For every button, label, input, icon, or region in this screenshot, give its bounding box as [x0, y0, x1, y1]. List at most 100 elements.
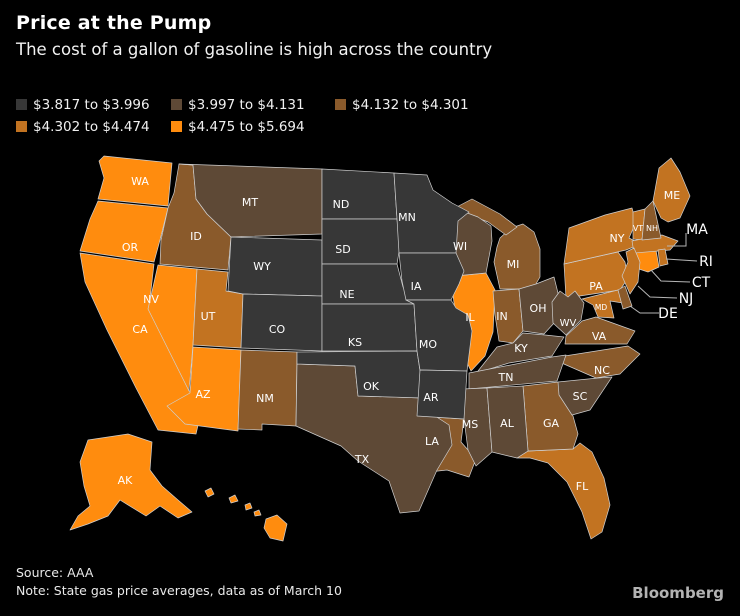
state-label-WV: WV: [560, 318, 577, 329]
leader-line: [650, 269, 691, 283]
state-label-MS: MS: [462, 418, 478, 431]
state-label-ME: ME: [664, 189, 680, 202]
chart-title: Price at the Pump: [16, 12, 212, 34]
state-label-KS: KS: [348, 336, 362, 349]
state-label-NY: NY: [610, 232, 625, 245]
legend-label-5: $4.475 to $5.694: [188, 118, 305, 135]
state-label-WI: WI: [453, 240, 467, 253]
state-HI: [263, 514, 288, 542]
legend-item-2: $3.997 to $4.131: [171, 96, 305, 113]
state-label-IN: IN: [496, 310, 507, 323]
state-NH: [641, 200, 662, 241]
leader-line: [637, 285, 678, 299]
state-WY: [227, 236, 323, 297]
state-NV: [147, 264, 198, 392]
state-label-OK: OK: [363, 380, 380, 393]
state-label-AZ: AZ: [195, 388, 211, 401]
legend-label-2: $3.997 to $4.131: [188, 96, 305, 113]
state-label-WY: WY: [253, 260, 271, 273]
legend-swatch-5: [171, 121, 182, 132]
state-label-MN: MN: [398, 211, 416, 224]
state-NJ: [621, 247, 641, 295]
state-label-WA: WA: [131, 175, 149, 188]
state-label-ND: ND: [333, 198, 350, 211]
state-NM: [237, 349, 298, 431]
state-label-AL: AL: [500, 417, 515, 430]
state-label-MA: MA: [686, 222, 708, 238]
state-WA: [97, 155, 173, 207]
state-label-ID: ID: [190, 230, 202, 243]
state-label-MD: MD: [595, 303, 607, 312]
state-label-AR: AR: [423, 391, 439, 404]
legend-item-4: $4.302 to $4.474: [16, 118, 150, 135]
state-HI: [228, 494, 239, 504]
state-label-AK: AK: [118, 474, 134, 487]
state-label-IL: IL: [465, 311, 475, 324]
state-AR: [416, 369, 468, 420]
state-label-FL: FL: [576, 480, 589, 493]
legend-swatch-3: [335, 99, 346, 110]
state-label-TX: TX: [354, 453, 370, 466]
state-label-NM: NM: [256, 392, 274, 405]
state-ME: [652, 157, 691, 223]
state-HI: [244, 502, 253, 511]
legend-label-4: $4.302 to $4.474: [33, 118, 150, 135]
legend-swatch-1: [16, 99, 27, 110]
state-label-KY: KY: [514, 342, 528, 355]
state-HI: [253, 509, 262, 517]
state-FL: [516, 442, 611, 540]
state-label-CO: CO: [269, 323, 286, 336]
legend-item-1: $3.817 to $3.996: [16, 97, 150, 113]
legend-swatch-4: [16, 121, 27, 132]
state-label-NH: NH: [646, 224, 658, 233]
state-label-SD: SD: [335, 243, 350, 256]
state-MI: [493, 223, 541, 290]
state-RI: [657, 248, 669, 267]
state-NE: [321, 263, 415, 305]
legend-item-3: $4.132 to $4.301: [335, 96, 469, 113]
state-label-OH: OH: [530, 302, 547, 315]
note-line: Note: State gas price averages, data as …: [16, 583, 342, 598]
state-HI: [204, 487, 215, 498]
state-label-CA: CA: [132, 323, 148, 336]
state-label-CT: CT: [692, 275, 711, 291]
state-label-MO: MO: [419, 338, 437, 351]
state-AK: [69, 433, 193, 531]
state-IA: [398, 252, 465, 301]
state-MO: [405, 299, 473, 372]
leader-line: [665, 258, 698, 262]
state-WV: [551, 290, 585, 336]
state-label-LA: LA: [425, 435, 439, 448]
state-TN: [468, 354, 567, 390]
state-label-UT: UT: [201, 310, 216, 323]
state-label-GA: GA: [543, 417, 560, 430]
state-label-TN: TN: [498, 371, 514, 384]
legend-label-3: $4.132 to $4.301: [352, 96, 469, 113]
bloomberg-logo: Bloomberg: [632, 584, 724, 602]
state-AL: [486, 385, 529, 459]
state-VA: [564, 316, 636, 345]
source-line: Source: AAA: [16, 565, 94, 580]
state-MN: [393, 172, 470, 254]
state-label-NC: NC: [594, 364, 610, 377]
state-label-RI: RI: [699, 254, 713, 270]
leader-line: [667, 233, 687, 247]
state-label-IA: IA: [411, 280, 422, 293]
state-label-NV: NV: [143, 293, 159, 306]
state-label-DE: DE: [658, 306, 678, 322]
state-DE: [617, 285, 633, 310]
state-label-NE: NE: [339, 288, 354, 301]
state-NY: [563, 207, 642, 265]
state-label-PA: PA: [589, 280, 603, 293]
state-CA: [79, 252, 200, 435]
state-label-VA: VA: [592, 330, 607, 343]
state-label-OR: OR: [122, 241, 139, 254]
state-label-MI: MI: [507, 258, 520, 271]
state-label-SC: SC: [573, 390, 588, 403]
legend-item-5: $4.475 to $5.694: [171, 118, 305, 135]
state-label-MT: MT: [242, 196, 258, 209]
state-KY: [477, 332, 565, 373]
state-label-VT: VT: [633, 224, 643, 233]
